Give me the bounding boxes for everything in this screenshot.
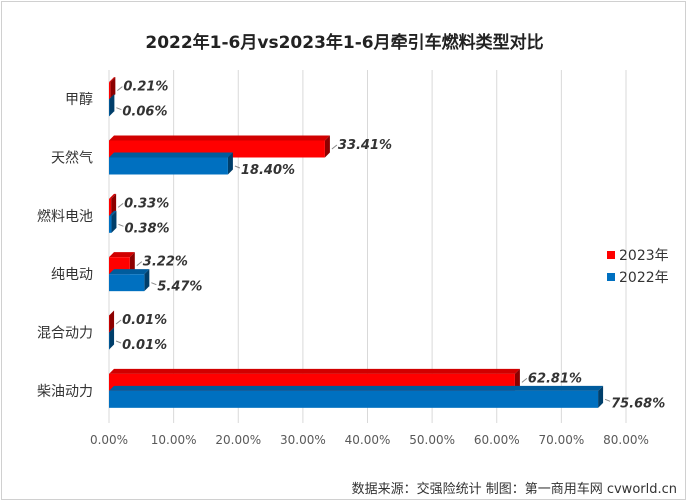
bar-top-face (109, 94, 115, 100)
bar-side-face (514, 368, 520, 391)
category-label: 柴油动力 (37, 384, 93, 400)
bar (109, 315, 110, 333)
bar-side-face (109, 94, 115, 117)
data-label: 18.40% (241, 163, 295, 178)
data-label: 62.81% (528, 371, 582, 386)
bar (109, 82, 111, 100)
bar-side-face (109, 327, 115, 350)
data-label: 0.01% (122, 313, 167, 328)
x-tick-label: 0.00% (90, 433, 128, 447)
legend-swatch-2023 (607, 251, 615, 259)
label-leader-line (116, 107, 122, 111)
x-tick-label: 20.00% (215, 433, 261, 447)
legend-item-2023: 2023年 (607, 246, 669, 264)
legend-swatch-2022 (607, 273, 615, 281)
label-leader-line (117, 202, 124, 208)
chart-title: 2022年1-6月vs2023年1-6月牵引车燃料类型对比 (145, 33, 544, 53)
bar (109, 198, 112, 216)
legend-label-2023: 2023年 (619, 248, 669, 264)
bar-top-face (109, 310, 115, 316)
bar (109, 274, 145, 292)
bar-top-face (109, 193, 117, 199)
x-tick-label: 10.00% (151, 433, 197, 447)
data-label: 75.68% (611, 396, 665, 411)
label-leader-line (115, 340, 122, 344)
bar (109, 99, 110, 117)
label-leader-line (331, 144, 338, 150)
x-tick-label: 50.00% (409, 433, 455, 447)
x-tick-label: 40.00% (345, 433, 391, 447)
label-leader-line (115, 319, 122, 325)
legend-label-2022: 2022年 (619, 270, 669, 286)
data-label: 0.38% (124, 221, 169, 236)
bar-side-face (110, 77, 116, 100)
bar-side-face (324, 135, 330, 158)
x-tick-label: 30.00% (280, 433, 326, 447)
category-label: 纯电动 (51, 267, 93, 283)
data-source-footer: 数据来源：交强险统计 制图：第一商用车网 cvworld.cn (351, 482, 677, 497)
label-leader-line (117, 86, 123, 92)
label-leader-line (118, 223, 124, 227)
label-leader-line (234, 165, 241, 169)
label-leader-line (604, 398, 611, 402)
bar-top-face (109, 252, 135, 258)
category-label: 甲醇 (65, 91, 93, 108)
data-label: 33.41% (338, 138, 392, 153)
label-leader-line (521, 377, 528, 383)
legend-item-2022: 2022年 (607, 268, 669, 286)
data-label: 0.33% (124, 196, 169, 211)
bar (109, 332, 110, 350)
category-label: 混合动力 (37, 326, 93, 342)
bar-top-face (109, 269, 150, 275)
category-label: 燃料电池 (37, 208, 93, 225)
label-leader-line (136, 261, 143, 267)
category-label: 天然气 (51, 150, 93, 167)
x-tick-label: 60.00% (474, 433, 520, 447)
data-label: 0.21% (123, 80, 168, 95)
chart-legend: 2023年 2022年 (607, 246, 669, 290)
bar-side-face (111, 210, 117, 233)
bar-top-face (109, 385, 604, 391)
bar-top-face (109, 327, 115, 333)
data-label: 3.22% (143, 255, 188, 270)
x-tick-label: 70.00% (538, 433, 584, 447)
bar-side-face (598, 385, 604, 408)
bar (109, 215, 112, 233)
bar-top-face (109, 77, 116, 83)
data-label: 5.47% (157, 280, 202, 295)
data-label: 0.01% (122, 338, 167, 353)
bar-side-face (227, 152, 233, 175)
x-tick-label: 80.00% (603, 433, 649, 447)
bar-top-face (109, 152, 233, 158)
bar-side-face (144, 269, 150, 292)
bar-top-face (109, 135, 330, 141)
bar-side-face (109, 310, 115, 333)
bar (109, 157, 228, 175)
bar-top-face (109, 368, 520, 374)
bar (109, 390, 599, 408)
data-label: 0.06% (122, 105, 167, 120)
bar-top-face (109, 210, 117, 216)
bar-side-face (129, 252, 135, 275)
bar-side-face (111, 193, 117, 216)
label-leader-line (151, 282, 157, 286)
